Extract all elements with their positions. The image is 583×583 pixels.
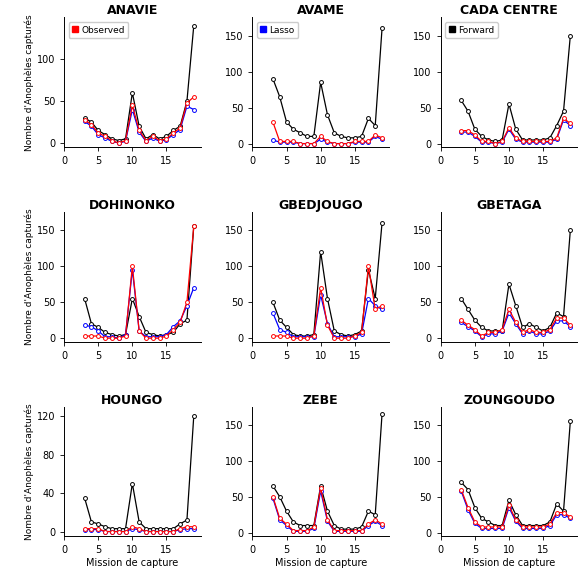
Legend: Forward: Forward [445, 22, 498, 38]
Y-axis label: Nombre d'Anophèles capturés: Nombre d'Anophèles capturés [24, 403, 34, 540]
Title: AVAME: AVAME [297, 5, 345, 17]
Title: GBETAGA: GBETAGA [476, 199, 542, 212]
Legend: Lasso: Lasso [257, 22, 298, 38]
Title: GBEDJOUGO: GBEDJOUGO [278, 199, 363, 212]
Y-axis label: Nombre d'Anophèles capturés: Nombre d'Anophèles capturés [24, 209, 34, 345]
X-axis label: Mission de capture: Mission de capture [275, 558, 367, 568]
Title: CADA CENTRE: CADA CENTRE [460, 5, 558, 17]
Title: DOHINONKO: DOHINONKO [89, 199, 176, 212]
Y-axis label: Nombre d'Anophèles capturés: Nombre d'Anophèles capturés [24, 14, 34, 150]
X-axis label: Mission de capture: Mission de capture [463, 558, 555, 568]
Legend: Observed: Observed [69, 22, 128, 38]
Title: ZOUNGOUDO: ZOUNGOUDO [463, 394, 555, 407]
Title: ANAVIE: ANAVIE [107, 5, 158, 17]
Title: ZEBE: ZEBE [303, 394, 339, 407]
X-axis label: Mission de capture: Mission de capture [86, 558, 178, 568]
Title: HOUNGO: HOUNGO [101, 394, 163, 407]
